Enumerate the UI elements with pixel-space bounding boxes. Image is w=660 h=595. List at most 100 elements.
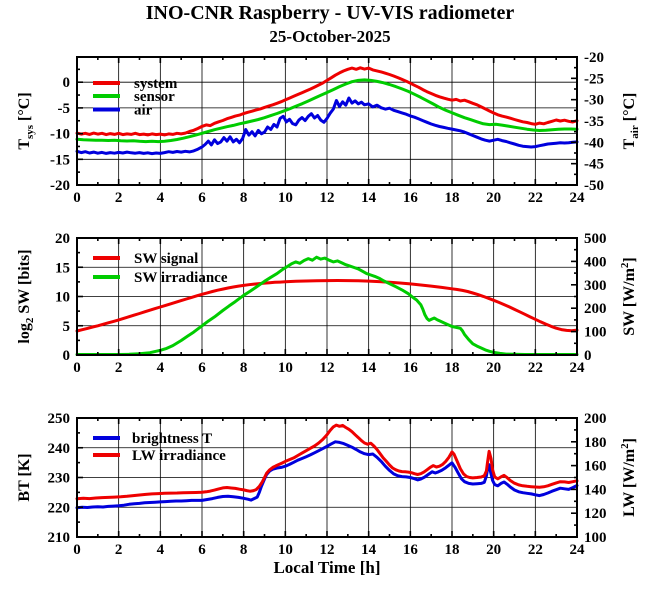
- x-tick-label: 8: [240, 190, 248, 206]
- series-sw-irradiance-line: [75, 255, 579, 356]
- y2-tick-label: 400: [584, 254, 607, 270]
- series-sensor-line: [75, 78, 579, 144]
- x-tick-label: 24: [570, 542, 586, 558]
- x-tick-label: 10: [278, 542, 293, 558]
- y2-tick-label: 100: [584, 325, 607, 341]
- x-tick-label: 4: [157, 542, 165, 558]
- x-tick-label: 2: [115, 360, 123, 376]
- y2-tick-label: -30: [584, 93, 604, 109]
- y2-tick-label: 100: [584, 530, 607, 546]
- y2-axis-label: LW [W/m2]: [619, 438, 638, 517]
- y-axis-label: Tsys [°C]: [16, 92, 36, 149]
- x-tick-label: 4: [157, 360, 165, 376]
- y1-tick-label: -5: [58, 101, 71, 117]
- x-tick-label: 18: [445, 360, 460, 376]
- x-tick-label: 24: [570, 190, 586, 206]
- series-lw-irradiance-line: [75, 423, 579, 501]
- axis-ticks: [76, 417, 578, 538]
- legend-label-air: air: [134, 103, 153, 119]
- x-tick-label: 0: [73, 360, 81, 376]
- x-tick-label: 10: [278, 190, 293, 206]
- page-date: 25-October-2025: [269, 27, 391, 46]
- legend-label-sw-irradiance: SW irradiance: [134, 270, 228, 286]
- y2-tick-label: 140: [584, 482, 607, 498]
- x-tick-label: 4: [157, 190, 165, 206]
- y1-tick-label: 5: [63, 319, 71, 335]
- x-tick-label: 12: [320, 360, 335, 376]
- series-air-line: [75, 96, 579, 156]
- x-tick-label: 18: [445, 542, 460, 558]
- y2-tick-label: -40: [584, 135, 604, 151]
- series-sw-signal-line: [75, 279, 579, 333]
- y1-tick-label: 230: [48, 471, 71, 487]
- y1-tick-label: 15: [55, 260, 70, 276]
- y1-tick-label: 0: [63, 348, 71, 364]
- y2-axis-label: Tair [°C]: [621, 93, 641, 150]
- x-tick-label: 8: [240, 542, 248, 558]
- y2-tick-label: 200: [584, 411, 607, 427]
- x-tick-label: 18: [445, 190, 460, 206]
- x-tick-label: 6: [198, 360, 206, 376]
- y1-tick-label: 210: [48, 530, 71, 546]
- x-tick-label: 16: [403, 190, 419, 206]
- y-axis-label: log2 SW [bits]: [16, 249, 36, 343]
- x-tick-label: 6: [198, 190, 206, 206]
- chart-temperature: 0 2 4 6 8 10 12 14 16 18 20 22 240-5-10-15-20-20-25-…: [16, 50, 641, 206]
- y2-tick-label: -25: [584, 71, 604, 87]
- gridlines: [77, 418, 577, 537]
- x-tick-label: 20: [486, 190, 501, 206]
- x-tick-label: 24: [570, 360, 586, 376]
- x-tick-label: 6: [198, 542, 206, 558]
- legend-label-lw-irradiance: LW irradiance: [132, 448, 226, 464]
- x-tick-label: 10: [278, 360, 293, 376]
- y2-tick-label: -45: [584, 157, 604, 173]
- y1-tick-label: 220: [48, 500, 71, 516]
- x-tick-label: 12: [320, 190, 335, 206]
- y1-tick-label: -15: [50, 152, 70, 168]
- x-axis-label: Local Time [h]: [273, 558, 380, 577]
- y2-tick-label: -20: [584, 50, 604, 66]
- y2-tick-label: 200: [584, 301, 607, 317]
- legend: brightness TLW irradiance: [93, 431, 226, 464]
- x-tick-label: 0: [73, 190, 81, 206]
- y2-tick-label: 160: [584, 459, 607, 475]
- series-system-line: [75, 66, 579, 137]
- page-title: INO-CNR Raspberry - UV-VIS radiometer: [145, 2, 515, 24]
- legend: SW signal SW irradiance: [93, 251, 228, 286]
- x-tick-label: 20: [486, 542, 501, 558]
- y1-tick-label: -10: [50, 127, 70, 143]
- y1-tick-label: 20: [55, 231, 70, 247]
- y1-tick-label: 0: [63, 75, 71, 91]
- x-tick-label: 22: [528, 190, 543, 206]
- x-tick-label: 14: [361, 190, 377, 206]
- y1-tick-label: 240: [48, 441, 71, 457]
- x-tick-label: 16: [403, 542, 419, 558]
- x-tick-label: 22: [528, 542, 543, 558]
- legend-label-brightness-t: brightness T: [132, 431, 212, 447]
- chart-shortwave: 0 2 4 6 8 10 12 14 16 18 20 22 242015105050040030020…: [16, 231, 638, 376]
- x-tick-label: 12: [320, 542, 335, 558]
- y2-axis-label: SW [W/m2]: [619, 257, 638, 336]
- x-tick-label: 14: [361, 360, 377, 376]
- x-tick-label: 2: [115, 190, 123, 206]
- x-tick-label: 14: [361, 542, 377, 558]
- x-tick-label: 0: [73, 542, 81, 558]
- legend-label-sensor: sensor: [134, 89, 175, 105]
- x-tick-label: 20: [486, 360, 501, 376]
- y2-tick-label: 500: [584, 231, 607, 247]
- axis-ticks: [76, 56, 578, 186]
- x-tick-label: 22: [528, 360, 543, 376]
- x-tick-label: 8: [240, 360, 248, 376]
- y2-tick-label: 300: [584, 278, 607, 294]
- series-brightness-t-line: [75, 440, 579, 510]
- y-axis-label: BT [K]: [16, 453, 33, 501]
- legend-label-sw-signal: SW signal: [134, 251, 198, 267]
- y2-tick-label: 0: [584, 348, 592, 364]
- y2-tick-label: 180: [584, 435, 607, 451]
- y2-tick-label: 120: [584, 506, 607, 522]
- y2-tick-label: -50: [584, 178, 604, 194]
- x-tick-label: 16: [403, 360, 419, 376]
